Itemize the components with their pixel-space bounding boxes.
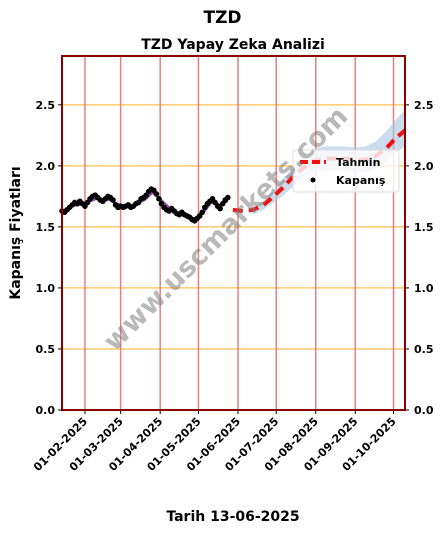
y-tick-label-left: 1.5	[36, 221, 56, 234]
chart-ylabel: Kapanış Fiyatları	[8, 166, 24, 299]
close-price-point	[224, 194, 231, 201]
close-price-point	[156, 196, 162, 202]
chart-legend: Tahmin Kapanış	[292, 149, 400, 193]
legend-close-swatch	[310, 177, 316, 183]
y-tick-label-right: 0.5	[414, 343, 434, 356]
chart-suptitle: TZD	[203, 8, 241, 28]
y-tick-label-right: 2.0	[414, 160, 434, 173]
close-price-point	[217, 205, 223, 212]
y-tick-label-right: 1.5	[414, 221, 434, 234]
y-tick-label-right: 2.5	[414, 99, 434, 112]
y-tick-label-left: 2.0	[36, 160, 56, 173]
y-tick-label-right: 0.0	[414, 404, 434, 417]
y-tick-label-left: 0.0	[36, 404, 56, 417]
legend-forecast-label: Tahmin	[336, 156, 380, 169]
plot-background	[62, 56, 405, 410]
close-price-point	[199, 209, 206, 216]
close-price-point	[153, 191, 160, 197]
y-tick-label-left: 1.0	[36, 282, 56, 295]
y-tick-label-left: 0.5	[36, 343, 56, 356]
legend-close-label: Kapanış	[336, 174, 386, 187]
plot-frame	[61, 55, 406, 411]
chart-title: TZD Yapay Zeka Analizi	[141, 37, 325, 53]
close-price-point	[110, 197, 116, 203]
y-tick-label-right: 1.0	[414, 282, 434, 295]
chart-xlabel: Tarih 13-06-2025	[166, 509, 299, 525]
y-tick-label-left: 2.5	[36, 99, 56, 112]
